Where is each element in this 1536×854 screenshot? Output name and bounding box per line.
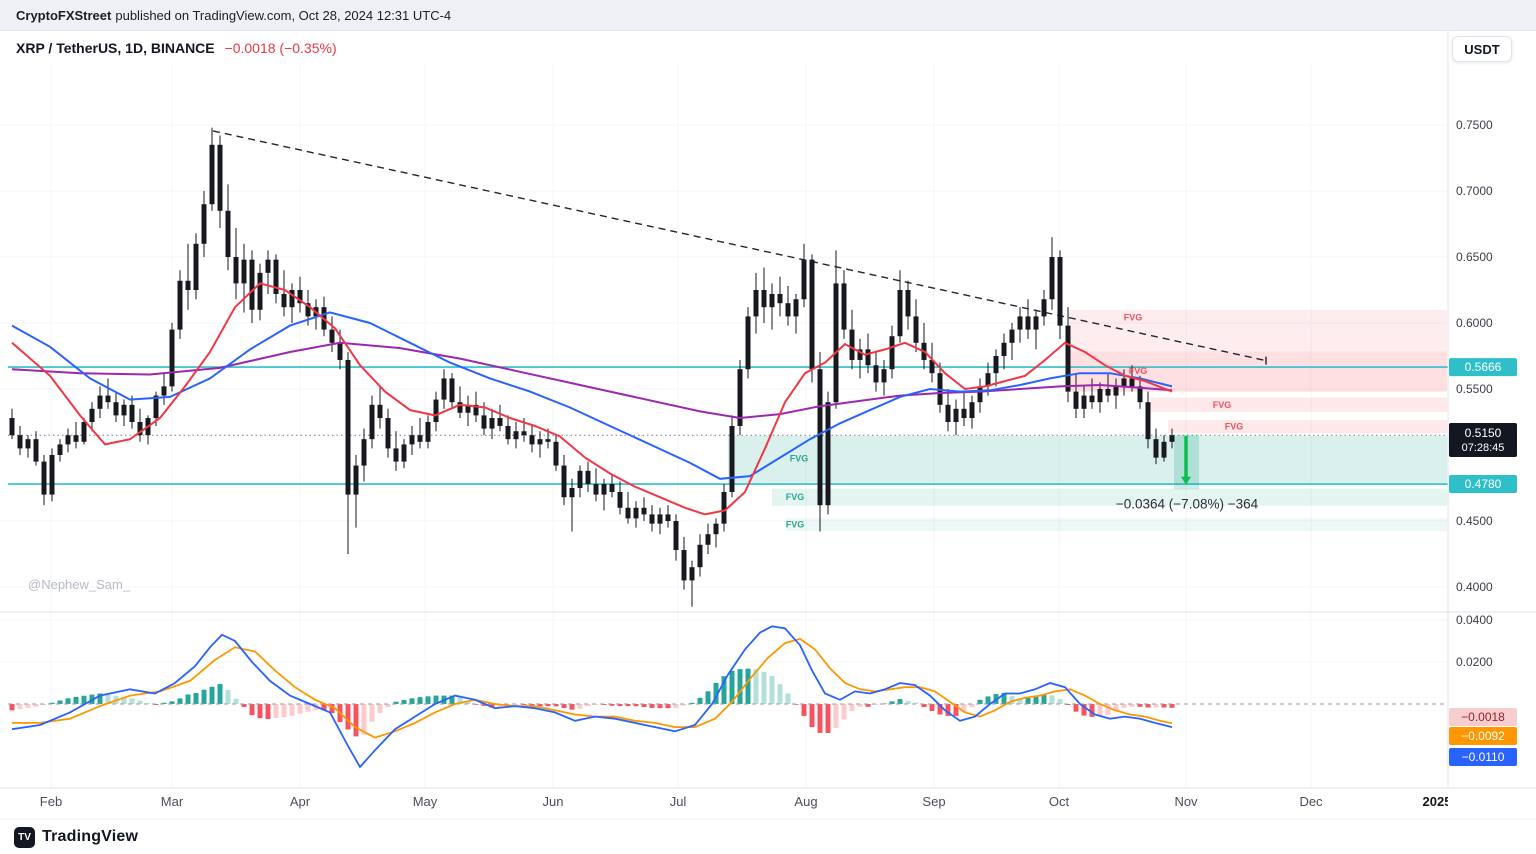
watermark: @Nephew_Sam_ <box>28 577 131 592</box>
indicator-value-label <box>1449 748 1517 766</box>
indicator-value-label <box>1449 708 1517 726</box>
footer-bar: TV TradingView <box>0 820 1536 854</box>
svg-text:0.7500: 0.7500 <box>1456 118 1493 132</box>
macd-pane <box>8 625 1448 769</box>
svg-text:Jul: Jul <box>670 794 687 809</box>
fvg-label: FVG <box>1129 366 1148 376</box>
bar-countdown: 07:28:45 <box>1462 442 1505 454</box>
macd-line <box>11 625 1173 769</box>
symbol-title: XRP / TetherUS, 1D, BINANCE <box>16 40 215 56</box>
fvg-zone <box>728 435 1447 484</box>
svg-text:−0.0110: −0.0110 <box>1462 750 1505 764</box>
fvg-label: FVG <box>1213 400 1232 410</box>
symbol-header: XRP / TetherUS, 1D, BINANCE −0.0018 (−0.… <box>16 40 337 56</box>
price-axis[interactable]: 0.7500 0.7000 0.6500 0.6000 0.5500 0.4500 0.40… <box>1449 118 1517 766</box>
svg-text:−0.0092: −0.0092 <box>1461 729 1505 743</box>
svg-text:0.0400: 0.0400 <box>1456 613 1493 627</box>
fvg-label: FVG <box>1124 313 1143 323</box>
svg-text:0.4500: 0.4500 <box>1456 514 1493 528</box>
tradingview-logo-icon: TV <box>14 826 35 848</box>
indicator-value-label <box>1449 727 1517 745</box>
svg-text:0.7000: 0.7000 <box>1456 184 1493 198</box>
publisher-name: CryptoFXStreet <box>16 7 112 23</box>
svg-text:−0.0018: −0.0018 <box>1461 710 1505 724</box>
time-axis[interactable]: Feb Mar Apr May Jun Jul Aug Sep Oct Nov Dec 2025 <box>40 794 1452 809</box>
symbol-change: −0.0018 (−0.35%) <box>224 40 337 56</box>
level-price-label <box>1449 475 1517 494</box>
svg-text:Oct: Oct <box>1049 794 1070 809</box>
svg-text:0.5150: 0.5150 <box>1465 426 1502 440</box>
svg-text:Apr: Apr <box>290 794 311 809</box>
gridlines <box>0 64 1448 788</box>
fvg-zone <box>786 518 1447 531</box>
currency-toggle-button[interactable]: USDT <box>1452 36 1512 62</box>
ma-mid-line <box>11 311 1173 480</box>
svg-text:Mar: Mar <box>161 794 184 809</box>
macd-signal-line <box>12 637 1173 739</box>
svg-text:0.4780: 0.4780 <box>1465 477 1502 491</box>
publisher-bar: CryptoFXStreet published on TradingView.… <box>0 0 1536 31</box>
svg-text:Dec: Dec <box>1299 794 1323 809</box>
svg-text:Nov: Nov <box>1174 794 1198 809</box>
fvg-label: FVG <box>790 453 809 463</box>
svg-text:0.5500: 0.5500 <box>1456 382 1493 396</box>
svg-text:2025: 2025 <box>1423 794 1452 809</box>
svg-text:0.5666: 0.5666 <box>1465 360 1502 374</box>
fvg-label: FVG <box>786 492 805 502</box>
tradingview-logo[interactable]: TV TradingView <box>14 826 139 848</box>
svg-text:0.6500: 0.6500 <box>1456 250 1493 264</box>
ma-slow-line <box>11 341 1173 420</box>
svg-text:Aug: Aug <box>794 794 817 809</box>
tradingview-brand-text: TradingView <box>42 828 139 845</box>
ma-fast-line <box>11 282 1173 516</box>
svg-text:Feb: Feb <box>40 794 62 809</box>
price-pane: FVG FVG FVG FVG FVG FVG FVG −0.0364 (−7.08%) −3… <box>8 127 1448 607</box>
svg-text:0.0200: 0.0200 <box>1456 655 1493 669</box>
svg-text:0.6000: 0.6000 <box>1456 316 1493 330</box>
measure-annotation: −0.0364 (−7.08%) −364 <box>1116 496 1259 511</box>
fvg-label: FVG <box>1225 422 1244 432</box>
svg-text:Sep: Sep <box>922 794 945 809</box>
svg-text:0.4000: 0.4000 <box>1456 580 1493 594</box>
svg-text:May: May <box>413 794 438 809</box>
fvg-zone <box>772 488 1447 506</box>
fvg-label: FVG <box>786 520 805 530</box>
descending-trendline <box>212 130 1267 362</box>
candlesticks <box>9 127 1175 607</box>
last-price-label <box>1449 423 1517 457</box>
svg-text:Jun: Jun <box>543 794 564 809</box>
fvg-zone <box>1150 397 1447 413</box>
publisher-suffix: published on TradingView.com, Oct 28, 20… <box>115 7 452 23</box>
fvg-zone <box>1168 420 1447 434</box>
level-price-label <box>1449 358 1517 377</box>
